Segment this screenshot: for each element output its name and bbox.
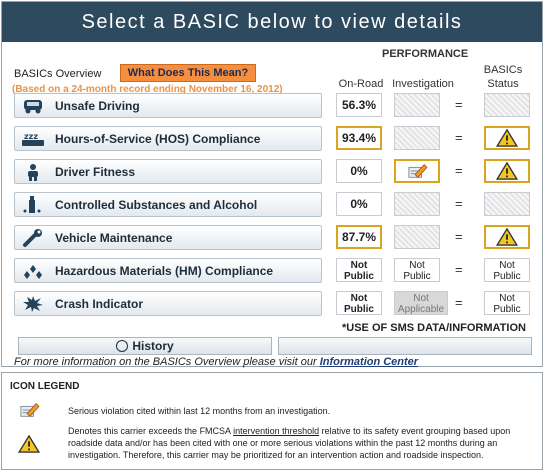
- basics-panel: Select a BASIC below to view details PER…: [1, 1, 543, 368]
- onroad-value: 0%: [336, 192, 382, 216]
- cell-line: Not: [350, 293, 368, 304]
- basic-label: Vehicle Maintenance: [55, 231, 173, 245]
- basic-label: Controlled Substances and Alcohol: [55, 198, 258, 212]
- svg-text:zzz: zzz: [24, 132, 38, 141]
- onroad-value: 87.7%: [336, 225, 382, 249]
- violation-pencil-icon: [408, 164, 428, 178]
- cell-line: Not: [499, 293, 515, 304]
- legend-title: ICON LEGEND: [10, 381, 80, 392]
- wrench-icon: [23, 229, 42, 247]
- cell-line: Public: [343, 304, 374, 315]
- col-investigation: Investigation: [392, 78, 454, 90]
- investigation-empty: [394, 192, 440, 216]
- basic-hos-compliance-button[interactable]: zzz Hours-of-Service (HOS) Compliance: [14, 126, 322, 151]
- onroad-value: 56.3%: [336, 93, 382, 117]
- onroad-value: 93.4%: [336, 126, 382, 150]
- equals-sign: =: [455, 130, 463, 145]
- equals-sign: =: [455, 295, 463, 310]
- legend-item-violation: Serious violation cited within last 12 m…: [68, 406, 331, 416]
- cell-line: Applicable: [397, 304, 445, 315]
- warning-triangle-icon: [18, 435, 40, 453]
- col-status-line2: Status: [487, 78, 519, 90]
- col-onroad: On-Road: [338, 78, 384, 90]
- icon-legend: ICON LEGEND Serious violation cited with…: [1, 372, 543, 470]
- violation-pencil-icon: [20, 403, 40, 417]
- investigation-empty: [394, 126, 440, 150]
- basic-hm-compliance-button[interactable]: Hazardous Materials (HM) Compliance: [14, 258, 322, 283]
- status-not-public: Not Public: [484, 258, 530, 282]
- basic-driver-fitness-button[interactable]: Driver Fitness: [14, 159, 322, 184]
- record-period-note: (Based on a 24-month record ending Novem…: [12, 84, 283, 95]
- hazmat-icon: [24, 265, 42, 279]
- col-status-line1: BASICs: [483, 64, 523, 76]
- investigation-not-applicable: Not Applicable: [394, 291, 448, 315]
- cell-line: Not: [409, 260, 425, 271]
- legend-alert-post: relative to its safety event grouping ba…: [68, 426, 511, 460]
- legend-alert-pre: Denotes this carrier exceeds the FMCSA: [68, 426, 231, 436]
- basic-controlled-substances-button[interactable]: Controlled Substances and Alcohol: [14, 192, 322, 217]
- secondary-bar-button[interactable]: [278, 337, 532, 355]
- cell-line: Public: [343, 271, 374, 282]
- crash-burst-icon: [23, 296, 43, 312]
- basic-unsafe-driving-button[interactable]: Unsafe Driving: [14, 93, 322, 118]
- page-title: Select a BASIC below to view details: [2, 2, 542, 42]
- basic-label: Driver Fitness: [55, 165, 136, 179]
- equals-sign: =: [455, 262, 463, 277]
- basic-crash-indicator-button[interactable]: Crash Indicator: [14, 291, 322, 316]
- cell-line: Not: [350, 260, 368, 271]
- clock-icon: [116, 340, 129, 352]
- more-info-text: For more information on the BASICs Overv…: [14, 356, 418, 368]
- cell-line: Not: [413, 293, 429, 304]
- cell-line: Public: [493, 271, 521, 282]
- performance-heading: PERFORMANCE: [382, 48, 469, 60]
- basic-label: Crash Indicator: [55, 297, 144, 311]
- basic-vehicle-maintenance-button[interactable]: Vehicle Maintenance: [14, 225, 322, 250]
- warning-triangle-icon: [496, 162, 518, 180]
- sms-data-link[interactable]: *USE OF SMS DATA/INFORMATION: [342, 322, 526, 334]
- basic-label: Unsafe Driving: [55, 99, 140, 113]
- alert-status-cell: [484, 225, 530, 249]
- alert-status-cell: [484, 159, 530, 183]
- history-button[interactable]: History: [18, 337, 272, 355]
- warning-triangle-icon: [496, 228, 518, 246]
- onroad-not-public: Not Public: [336, 258, 382, 282]
- information-center-link[interactable]: Information Center: [319, 356, 419, 368]
- onroad-not-public: Not Public: [336, 291, 382, 315]
- warning-triangle-icon: [496, 129, 518, 147]
- status-not-public: Not Public: [484, 291, 530, 315]
- sleep-zzz-icon: zzz: [22, 132, 44, 146]
- what-does-this-mean-button[interactable]: What Does This Mean?: [120, 64, 256, 82]
- investigation-empty: [394, 225, 440, 249]
- cell-line: Public: [403, 271, 431, 282]
- onroad-value: 0%: [336, 159, 382, 183]
- intervention-threshold-link[interactable]: intervention threshold: [233, 426, 320, 436]
- steering-car-icon: [24, 100, 42, 114]
- status-empty: [484, 93, 530, 117]
- more-info-label: For more information on the BASICs Overv…: [14, 356, 317, 368]
- investigation-empty: [394, 93, 440, 117]
- alert-status-cell: [484, 126, 530, 150]
- legend-item-alert: Denotes this carrier exceeds the FMCSA i…: [68, 425, 538, 461]
- investigation-not-public: Not Public: [394, 258, 440, 282]
- cell-line: Not: [499, 260, 515, 271]
- basics-overview-label: BASICs Overview: [14, 68, 102, 80]
- bottle-pills-icon: [23, 196, 41, 213]
- driver-person-icon: [28, 164, 38, 181]
- equals-sign: =: [455, 196, 463, 211]
- cell-line: Public: [493, 304, 521, 315]
- equals-sign: =: [455, 97, 463, 112]
- basic-label: Hazardous Materials (HM) Compliance: [55, 264, 274, 278]
- basic-label: Hours-of-Service (HOS) Compliance: [55, 132, 261, 146]
- history-label: History: [132, 339, 174, 353]
- investigation-violation-cell: [394, 159, 440, 183]
- equals-sign: =: [455, 229, 463, 244]
- status-empty: [484, 192, 530, 216]
- equals-sign: =: [455, 163, 463, 178]
